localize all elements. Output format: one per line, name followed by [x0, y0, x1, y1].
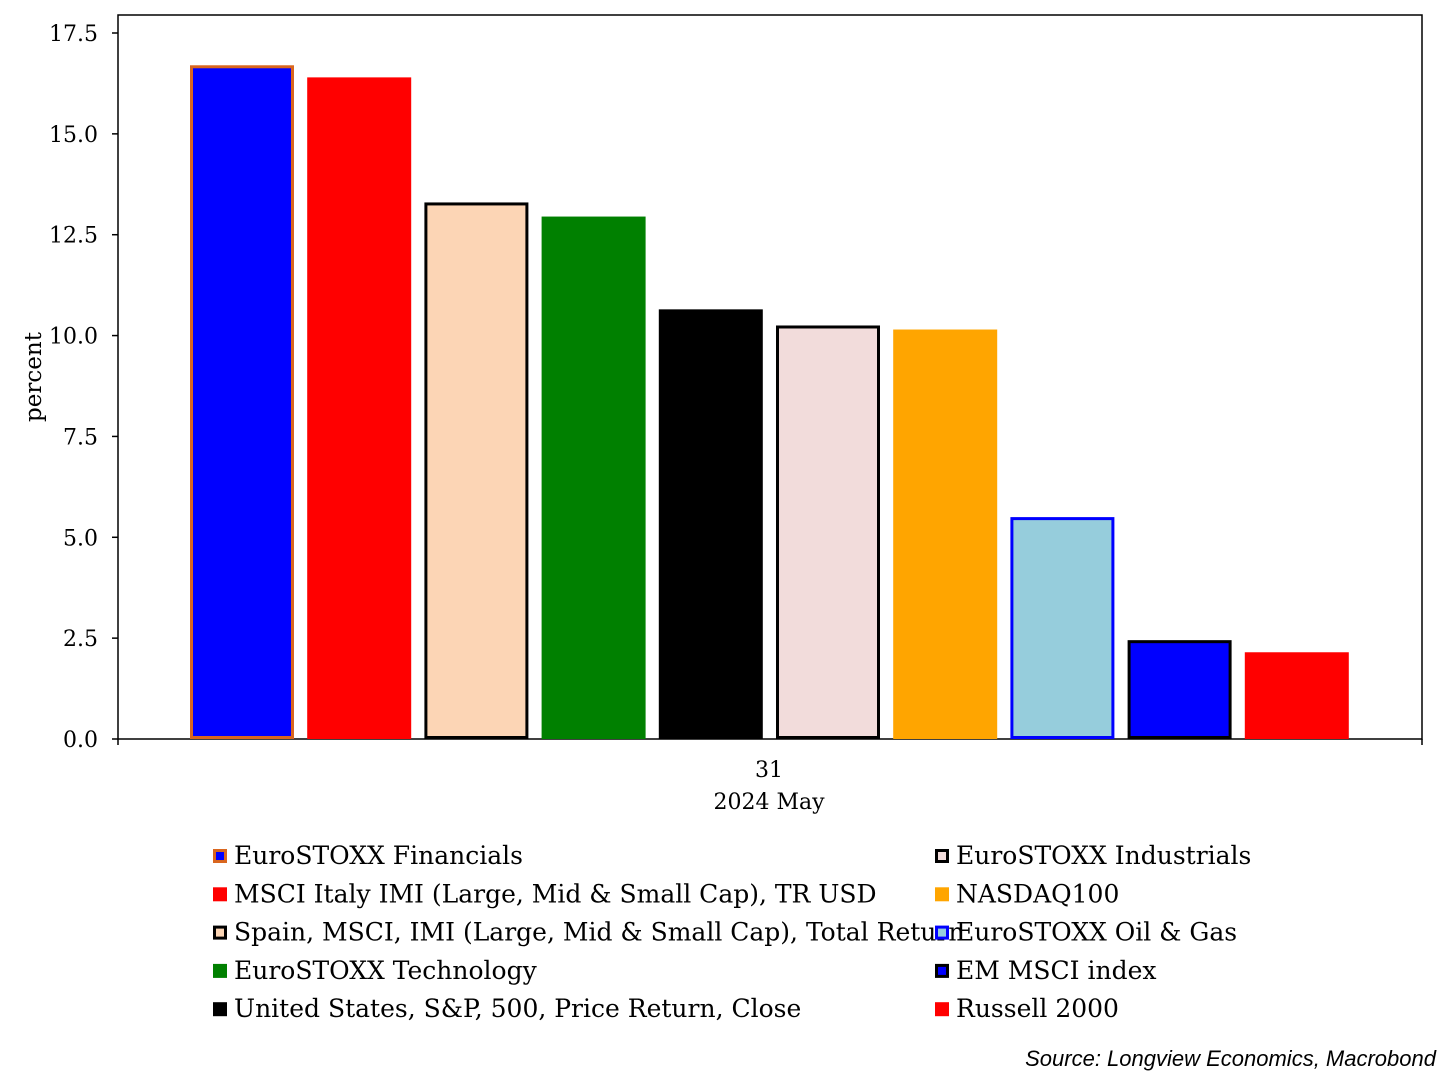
legend-label: Russell 2000	[956, 994, 1119, 1023]
bars	[190, 65, 1349, 740]
legend-label: Spain, MSCI, IMI (Large, Mid & Small Cap…	[234, 918, 964, 947]
legend-label: EuroSTOXX Oil & Gas	[956, 918, 1237, 947]
legend-swatch	[935, 925, 949, 940]
legend-swatch	[213, 849, 227, 863]
legend-label: EM MSCI index	[956, 956, 1156, 985]
legend-label: EuroSTOXX Industrials	[956, 841, 1251, 870]
legend-label: MSCI Italy IMI (Large, Mid & Small Cap),…	[234, 879, 877, 908]
legend-item: United States, S&P, 500, Price Return, C…	[213, 994, 801, 1023]
y-tick-label: 2.5	[63, 627, 98, 652]
legend-item: EM MSCI index	[935, 956, 1156, 985]
legend-item: Spain, MSCI, IMI (Large, Mid & Small Cap…	[213, 918, 964, 947]
y-axis-label: percent	[21, 331, 47, 422]
bar-em-msci-index	[1127, 640, 1232, 739]
legend: EuroSTOXX Financials MSCI Italy IMI (Larg…	[213, 841, 1251, 1023]
legend-swatch	[935, 849, 949, 863]
bar-msci-italy-imi-large-mid-small-cap-tr-usd	[307, 77, 412, 740]
legend-label: EuroSTOXX Technology	[234, 956, 538, 985]
legend-swatch	[213, 925, 227, 940]
x-axis: 31 2024 May	[117, 739, 1423, 815]
legend-label: NASDAQ100	[956, 879, 1119, 908]
y-tick-label: 0.0	[63, 728, 98, 753]
y-tick-label: 5.0	[63, 526, 98, 551]
legend-item: EuroSTOXX Industrials	[935, 841, 1251, 870]
legend-label: EuroSTOXX Financials	[234, 841, 523, 870]
legend-swatch	[213, 1002, 227, 1017]
legend-swatch	[935, 963, 949, 978]
x-tick-label: 31	[755, 758, 783, 783]
plot-area	[117, 14, 1423, 740]
bar-spain-msci-imi-large-mid-small-cap-total-return	[424, 202, 529, 739]
bar-eurostoxx-oil-gas	[1010, 517, 1115, 739]
source-note: Source: Longview Economics, Macrobond	[1025, 1046, 1437, 1071]
legend-swatch	[935, 887, 949, 902]
bar-united-states-s-p-500-price-return-close	[658, 309, 763, 739]
legend-item: Russell 2000	[935, 994, 1119, 1023]
bar-eurostoxx-financials	[190, 65, 294, 739]
y-tick-label: 17.5	[49, 22, 98, 47]
plot-frame	[117, 14, 1423, 740]
y-tick-label: 7.5	[63, 425, 98, 450]
legend-item: MSCI Italy IMI (Large, Mid & Small Cap),…	[213, 879, 877, 908]
legend-swatch	[213, 963, 227, 978]
legend-label: United States, S&P, 500, Price Return, C…	[234, 994, 801, 1023]
y-tick-label: 12.5	[49, 224, 98, 249]
bar-eurostoxx-industrials	[776, 325, 880, 739]
legend-swatch	[213, 887, 227, 902]
y-tick-label: 15.0	[49, 123, 98, 148]
legend-item: EuroSTOXX Oil & Gas	[935, 918, 1237, 947]
bar-russell-2000	[1244, 652, 1349, 740]
x-group-label: 2024 May	[713, 790, 825, 815]
y-tick-label: 10.0	[49, 325, 98, 350]
bar-eurostoxx-technology	[541, 216, 646, 739]
legend-item: EuroSTOXX Technology	[213, 956, 538, 985]
legend-swatch	[935, 1002, 949, 1017]
legend-item: EuroSTOXX Financials	[213, 841, 523, 870]
bar-nasdaq100	[893, 329, 998, 739]
legend-item: NASDAQ100	[935, 879, 1119, 908]
y-axis: 0.0 2.5 5.0 7.5 10.0 12.5 15.0 17.5	[49, 22, 118, 753]
